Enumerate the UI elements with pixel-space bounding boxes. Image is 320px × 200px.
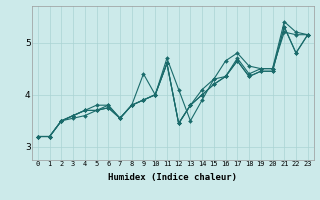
X-axis label: Humidex (Indice chaleur): Humidex (Indice chaleur) — [108, 173, 237, 182]
